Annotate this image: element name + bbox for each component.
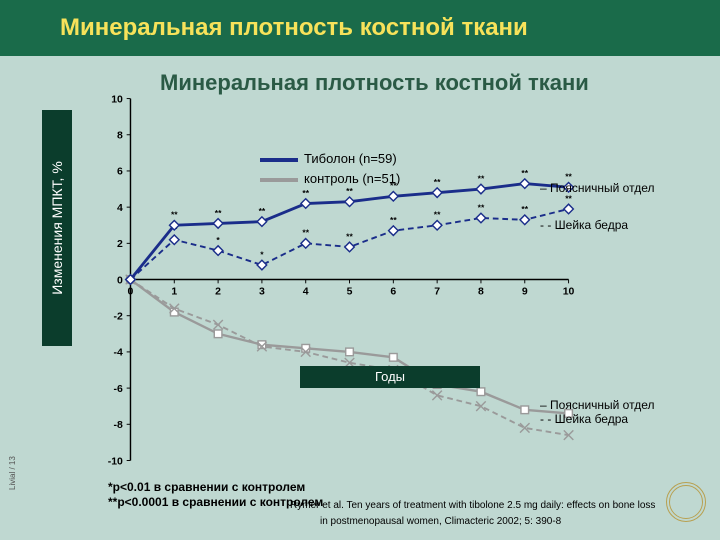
main-title: Минеральная плотность костной ткани <box>60 14 528 42</box>
svg-text:**: ** <box>302 188 309 198</box>
right-label-femoral-top: - - Шейка бедра <box>540 218 628 232</box>
svg-text:0: 0 <box>128 287 134 298</box>
svg-text:9: 9 <box>522 287 528 298</box>
svg-text:-8: -8 <box>114 420 123 431</box>
logo-swirl-icon <box>666 482 706 522</box>
svg-text:**: ** <box>302 228 309 238</box>
citation-line-1: Rymer et al. Ten years of treatment with… <box>290 500 655 511</box>
svg-text:**: ** <box>346 186 353 196</box>
x-axis-label-box: Годы <box>300 366 480 388</box>
svg-text:7: 7 <box>434 287 440 298</box>
svg-text:6: 6 <box>390 287 396 298</box>
svg-text:**: ** <box>171 210 178 220</box>
svg-text:0: 0 <box>117 275 123 286</box>
right-label-femoral-bottom: - - Шейка бедра <box>540 412 628 426</box>
svg-text:10: 10 <box>111 94 123 105</box>
svg-text:**: ** <box>434 210 441 220</box>
svg-text:8: 8 <box>478 287 484 298</box>
right-label-lumbar-bottom: – Поясничный отдел <box>540 398 654 412</box>
svg-text:-6: -6 <box>114 384 123 395</box>
right-label-lumbar-top: – Поясничный отдел <box>540 181 654 195</box>
svg-text:-4: -4 <box>114 348 123 359</box>
svg-text:2: 2 <box>117 239 123 250</box>
chart-svg: -10-8-6-4-20246810012345678910**********… <box>60 70 620 470</box>
svg-text:5: 5 <box>347 287 353 298</box>
chart-area: -10-8-6-4-20246810012345678910**********… <box>60 70 620 470</box>
citation-line-2: in postmenopausal women, Climacteric 200… <box>320 516 561 527</box>
corner-code: Livial / 13 <box>8 456 17 490</box>
legend-tibolone: Тиболон (n=59) <box>260 151 397 166</box>
svg-text:3: 3 <box>259 287 265 298</box>
svg-text:4: 4 <box>303 287 309 298</box>
svg-text:6: 6 <box>117 167 123 178</box>
svg-text:8: 8 <box>117 131 123 142</box>
svg-text:**: ** <box>346 231 353 241</box>
svg-text:**: ** <box>215 208 222 218</box>
svg-text:10: 10 <box>563 287 575 298</box>
svg-text:**: ** <box>259 206 266 216</box>
svg-text:**: ** <box>434 177 441 187</box>
legend-control: контроль (n=51) <box>260 171 400 186</box>
svg-text:**: ** <box>390 215 397 225</box>
svg-text:*: * <box>216 235 220 245</box>
svg-text:1: 1 <box>171 287 177 298</box>
svg-text:**: ** <box>478 173 485 183</box>
svg-text:*: * <box>260 249 264 259</box>
svg-text:**: ** <box>478 202 485 212</box>
p-value-note-1: *p<0.01 в сравнении с контролем <box>108 480 305 494</box>
svg-text:**: ** <box>521 204 528 214</box>
svg-text:-2: -2 <box>114 312 123 323</box>
svg-text:**: ** <box>521 168 528 178</box>
svg-text:4: 4 <box>117 203 123 214</box>
svg-text:-10: -10 <box>108 456 123 467</box>
svg-text:2: 2 <box>215 287 221 298</box>
